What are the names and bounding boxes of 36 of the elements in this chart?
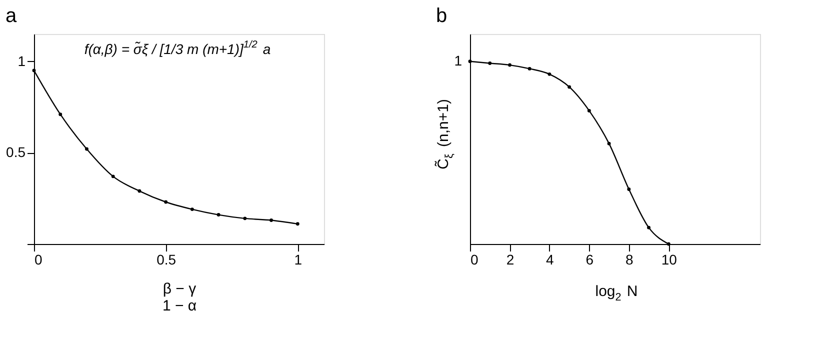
point xyxy=(488,61,492,65)
chart-title: a xyxy=(6,5,18,27)
point xyxy=(111,174,115,178)
point xyxy=(190,208,194,212)
point xyxy=(296,222,300,226)
x-tick-label: 1 xyxy=(294,252,302,268)
point xyxy=(32,68,36,72)
text: 1 xyxy=(454,52,462,68)
point xyxy=(568,85,572,89)
x-axis-title: β − γ 1 − α xyxy=(162,280,197,314)
point xyxy=(243,216,247,220)
point xyxy=(627,187,631,191)
y-axis-title: C̃ξ (n,n+1) xyxy=(434,99,456,170)
point xyxy=(607,142,611,146)
x-tick-label: 8 xyxy=(626,252,634,268)
x-tick-label: 0.5 xyxy=(156,252,176,268)
point xyxy=(587,108,591,112)
point xyxy=(164,200,168,204)
x-tick-label: 10 xyxy=(661,252,678,268)
point xyxy=(666,242,670,246)
point xyxy=(138,189,142,193)
x-tick-label: 4 xyxy=(546,252,554,268)
point xyxy=(548,72,552,76)
point xyxy=(270,218,274,222)
point xyxy=(468,60,472,64)
point xyxy=(58,112,62,116)
point xyxy=(528,66,532,70)
point xyxy=(84,147,88,151)
x-tick-label: 6 xyxy=(586,252,594,268)
x-tick-label: 2 xyxy=(506,252,514,268)
point xyxy=(647,226,650,230)
point xyxy=(216,213,220,217)
chart-title: b xyxy=(436,5,448,27)
point xyxy=(508,63,512,67)
x-tick-label: 0 xyxy=(470,252,478,268)
x-tick-label: 0 xyxy=(34,252,42,268)
